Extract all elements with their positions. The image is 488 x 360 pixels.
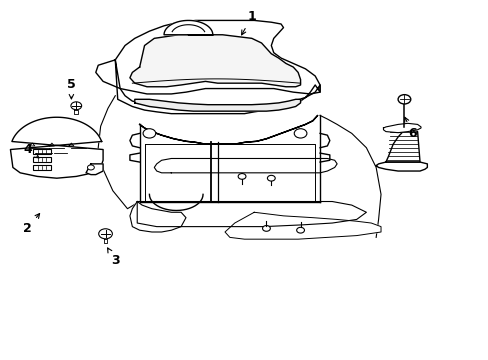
Text: 1: 1	[241, 10, 256, 35]
Text: 3: 3	[107, 248, 120, 267]
Polygon shape	[10, 117, 103, 178]
Polygon shape	[135, 99, 300, 111]
Polygon shape	[137, 202, 366, 226]
Circle shape	[238, 174, 245, 179]
Text: 2: 2	[23, 213, 40, 235]
Polygon shape	[115, 60, 320, 114]
Polygon shape	[130, 35, 300, 87]
Text: 6: 6	[404, 117, 416, 140]
Polygon shape	[385, 127, 419, 162]
Polygon shape	[224, 212, 380, 239]
Polygon shape	[144, 144, 315, 202]
Polygon shape	[140, 116, 317, 144]
Circle shape	[296, 227, 304, 233]
Circle shape	[262, 226, 270, 231]
Bar	[33, 165, 51, 170]
Polygon shape	[130, 202, 185, 232]
Text: 4: 4	[23, 143, 39, 158]
Circle shape	[87, 165, 94, 170]
Polygon shape	[163, 21, 212, 35]
Circle shape	[267, 175, 275, 181]
Circle shape	[71, 102, 81, 110]
Circle shape	[294, 129, 306, 138]
Circle shape	[143, 129, 156, 138]
Polygon shape	[96, 21, 320, 94]
Bar	[33, 157, 51, 162]
Polygon shape	[86, 164, 103, 175]
Circle shape	[397, 95, 410, 104]
Polygon shape	[154, 158, 336, 173]
Text: 5: 5	[67, 78, 76, 99]
Polygon shape	[375, 162, 427, 171]
Polygon shape	[383, 123, 420, 133]
Bar	[33, 149, 51, 154]
Circle shape	[99, 229, 112, 239]
